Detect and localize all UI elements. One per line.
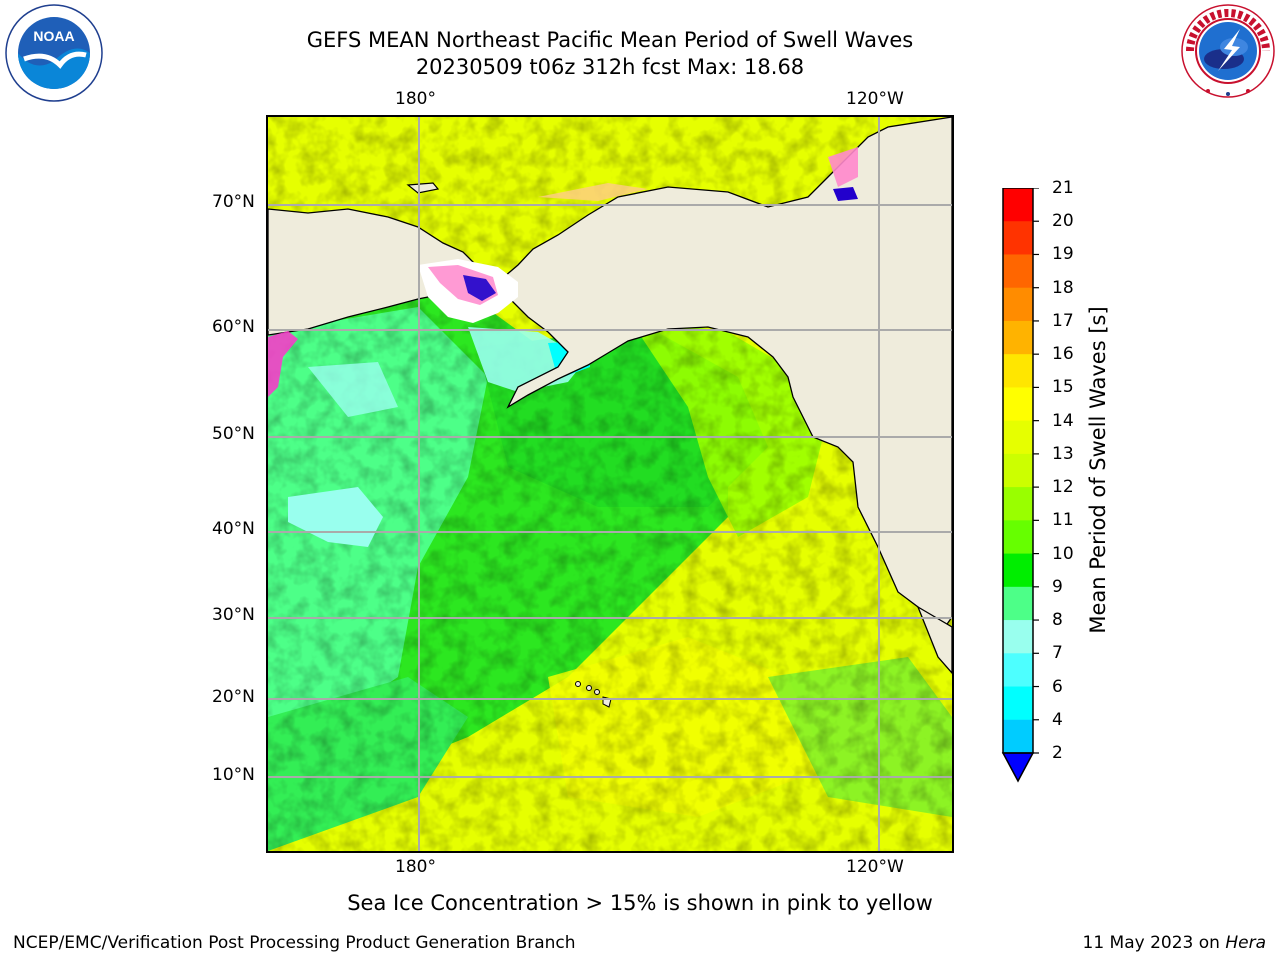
sea-ice-beaufort [828,147,858,187]
colorbar-tick-label: 8 [1052,610,1063,631]
lat-label-20n: 20°N [212,687,255,707]
colorbar-extend-arrow [1001,752,1035,783]
lon-label-bottom-180: 180° [395,857,436,877]
lat-label-50n: 50°N [212,424,255,444]
sea-ice-deep [463,275,496,301]
colorbar-segment [1003,553,1033,588]
colorbar-segment [1003,686,1033,721]
colorbar [1001,188,1039,783]
noaa-logo: NOAA [4,3,104,103]
colorbar-tick-label: 17 [1052,310,1074,331]
colorbar-segment [1003,620,1033,654]
colorbar-tick-label: 21 [1052,178,1074,198]
noaa-logo-text: NOAA [33,28,74,44]
land-wrangel-island [406,182,440,194]
colorbar-tick-label: 10 [1052,543,1074,564]
footer-date: 11 May 2023 on Hera [1083,933,1267,953]
swell-band-9s-north [308,362,398,417]
colorbar-label: Mean Period of Swell Waves [s] [1086,306,1110,634]
colorbar-segment [1003,487,1033,521]
lat-label-30n: 30°N [212,605,255,625]
colorbar-tick-label: 20 [1052,211,1074,232]
colorbar-tick-label: 6 [1052,676,1063,697]
colorbar-segment [1003,586,1033,621]
colorbar-tick-label: 13 [1052,443,1074,464]
colorbar-tick-label: 18 [1052,277,1074,298]
graticule [268,117,952,851]
colorbar-segment [1003,221,1033,255]
colorbar-tick-label: 9 [1052,576,1063,597]
lat-label-70n: 70°N [212,192,255,212]
colorbar-tick-label: 11 [1052,510,1074,531]
chart-subtitle: 20230509 t06z 312h fcst Max: 18.68 [415,55,805,79]
sea-ice-kamchatka [268,331,298,397]
colorbar-frame [1002,188,1034,754]
footer-date-text: 11 May 2023 on [1082,933,1220,953]
lat-label-40n: 40°N [212,519,255,539]
map-panel [266,115,954,853]
colorbar-tick-label: 7 [1052,643,1063,664]
colorbar-segment [1003,653,1033,688]
colorbar-segment [1003,387,1033,422]
footer-credit: NCEP/EMC/Verification Post Processing Pr… [13,933,576,953]
lat-label-10n: 10°N [212,765,255,785]
colorbar-tick-label: 2 [1052,743,1063,763]
footer-host: Hera [1225,933,1266,953]
colorbar-segment [1003,520,1033,555]
colorbar-tick-label: 15 [1052,377,1074,398]
sea-ice-beaufort-deep [833,187,858,201]
colorbar-segment [1003,354,1033,388]
colorbar-segment [1003,287,1033,322]
nws-logo [1178,3,1278,99]
sea-ice-caption: Sea Ice Concentration > 15% is shown in … [347,891,933,915]
sea-ice-chukchi [538,183,648,201]
lat-label-60n: 60°N [212,317,255,337]
colorbar-tick-label: 12 [1052,477,1074,498]
colorbar-segment [1003,254,1033,289]
colorbar-segment [1003,719,1033,754]
chart-title: GEFS MEAN Northeast Pacific Mean Period … [306,28,914,52]
colorbar-tick-label: 4 [1052,709,1063,730]
lon-label-bottom-120w: 120°W [846,857,904,877]
land-north-america [497,117,952,639]
lon-label-top-120w: 120°W [846,89,904,109]
land-baja [916,605,952,674]
colorbar-tick-label: 14 [1052,410,1074,431]
lon-label-top-180: 180° [395,89,436,109]
colorbar-segment [1003,453,1033,488]
colorbar-tick-label: 16 [1052,344,1074,365]
colorbar-tick-label: 19 [1052,244,1074,265]
colorbar-segment [1003,420,1033,455]
colorbar-segment [1003,188,1033,222]
colorbar-segment [1003,320,1033,355]
